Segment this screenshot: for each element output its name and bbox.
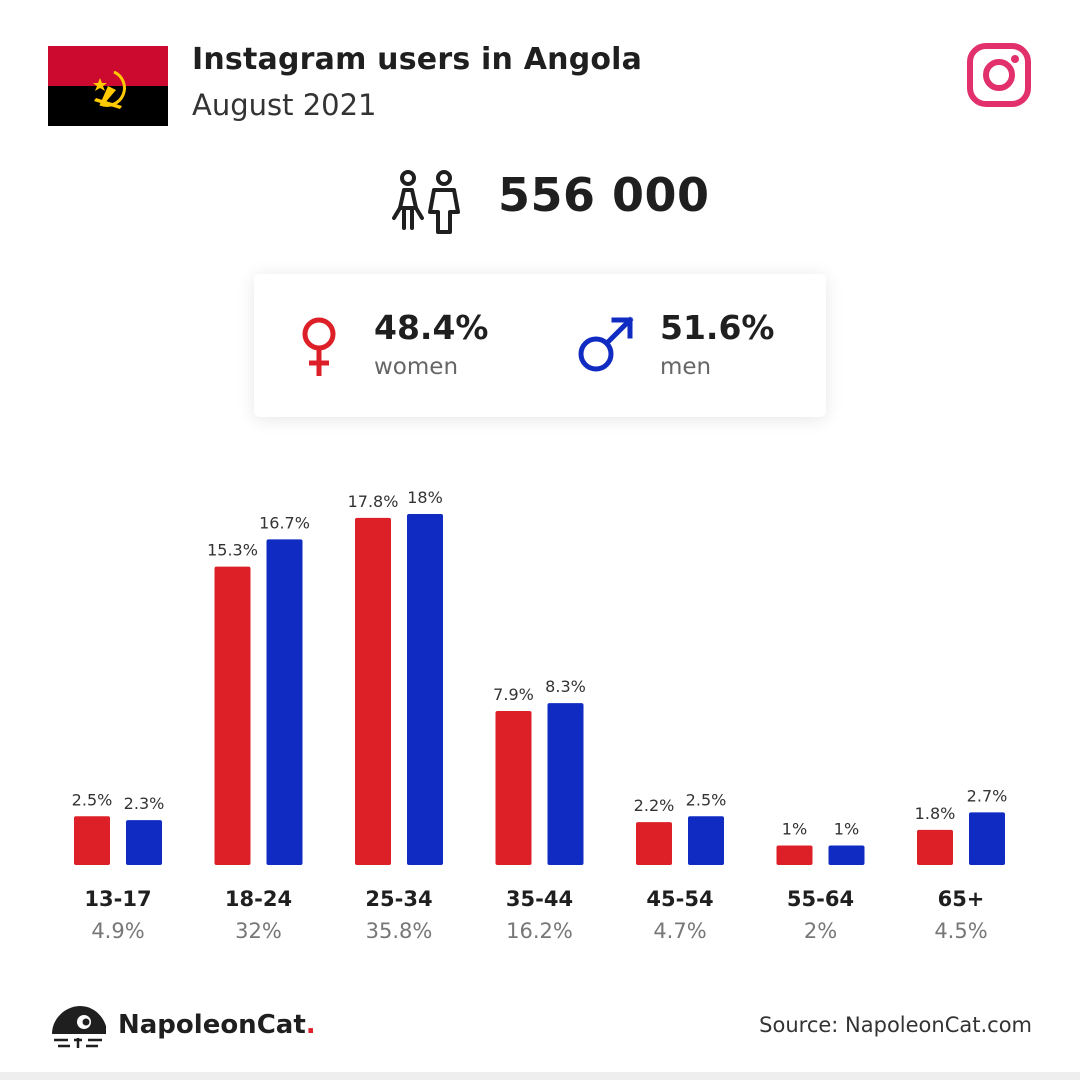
source-credit: Source: NapoleonCat.com — [759, 1013, 1032, 1037]
female-symbol-icon — [302, 317, 336, 376]
bar-value-label: 1.8% — [915, 804, 956, 823]
bar-value-label: 2.5% — [686, 790, 727, 809]
bottom-strip — [0, 1072, 1080, 1080]
bar-45-54-0 — [636, 822, 672, 865]
bar-65+-0 — [917, 829, 953, 865]
gender-card — [254, 274, 826, 417]
bar-65+-1 — [969, 812, 1005, 865]
bar-value-label: 15.3% — [207, 541, 258, 560]
bar-13-17-0 — [74, 816, 110, 865]
bar-18-24-1 — [266, 539, 303, 865]
bar-25-34-1 — [407, 514, 443, 865]
category-total: 4.9% — [91, 919, 144, 943]
category-total: 4.7% — [653, 919, 706, 943]
bar-35-44-1 — [547, 703, 584, 865]
bar-13-17-1 — [126, 820, 162, 865]
bar-value-label: 7.9% — [493, 685, 534, 704]
bar-value-label: 16.7% — [259, 513, 310, 532]
bar-55-64-0 — [776, 845, 813, 865]
category-total: 2% — [804, 919, 837, 943]
bar-value-label: 18% — [407, 488, 443, 507]
category-label: 45-54 — [646, 887, 713, 911]
bar-value-label: 17.8% — [348, 492, 399, 511]
bar-25-34-0 — [355, 517, 391, 865]
male-symbol-icon — [578, 316, 634, 372]
bar-35-44-0 — [495, 710, 532, 865]
total-users-value: 556 000 — [498, 168, 710, 222]
bar-value-label: 2.5% — [72, 790, 113, 809]
category-label: 13-17 — [84, 887, 151, 911]
napoleoncat-logo-icon — [52, 1006, 106, 1048]
bar-55-64-1 — [828, 845, 865, 865]
men-percent: 51.6% — [660, 308, 775, 347]
men-label: men — [660, 354, 712, 380]
angola-flag-icon — [48, 46, 168, 126]
instagram-icon — [967, 43, 1031, 107]
category-total: 16.2% — [506, 919, 573, 943]
bar-value-label: 2.7% — [967, 786, 1008, 805]
category-total: 32% — [235, 919, 282, 943]
bar-value-label: 1% — [834, 820, 859, 839]
brand-name: NapoleonCat. — [118, 1010, 316, 1040]
bar-18-24-0 — [214, 566, 251, 865]
category-total: 4.5% — [934, 919, 987, 943]
category-label: 18-24 — [225, 887, 292, 911]
page-subtitle: August 2021 — [192, 88, 377, 122]
people-icon — [392, 170, 460, 234]
women-label: women — [374, 354, 459, 380]
bar-value-label: 2.3% — [124, 794, 165, 813]
category-label: 35-44 — [506, 887, 573, 911]
brand-dot: . — [305, 1010, 316, 1040]
bar-45-54-1 — [688, 816, 724, 865]
category-label: 65+ — [938, 887, 985, 911]
bar-value-label: 2.2% — [634, 796, 675, 815]
bar-value-label: 1% — [782, 820, 807, 839]
bar-value-label: 8.3% — [545, 677, 586, 696]
page-title: Instagram users in Angola — [192, 42, 643, 77]
category-label: 25-34 — [365, 887, 432, 911]
age-gender-bar-chart: 2.5% 2.3% 13-17 4.9% 15.3%16.7% 18-24 32% 17.8%… — [72, 488, 1008, 943]
category-label: 55-64 — [787, 887, 854, 911]
category-total: 35.8% — [366, 919, 433, 943]
women-percent: 48.4% — [374, 308, 489, 347]
